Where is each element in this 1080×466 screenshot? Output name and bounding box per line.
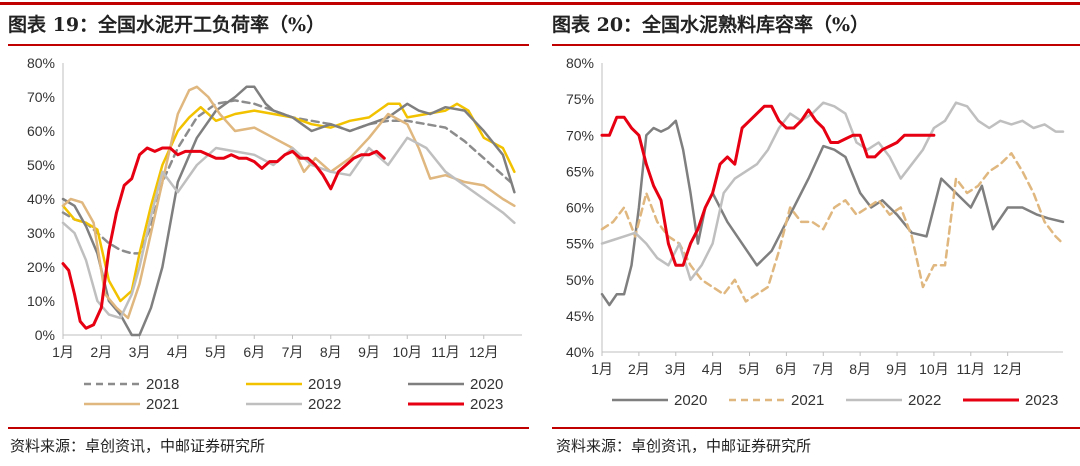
x-tick-label: 9月	[886, 361, 908, 377]
x-tick-label: 2月	[90, 344, 112, 360]
legend-label-2019: 2019	[308, 376, 341, 393]
x-tick-label: 9月	[358, 344, 380, 360]
y-tick-label: 50%	[566, 272, 594, 288]
left-line-chart: 0% 10% 20% 30% 40% 50% 60% 70% 80% 1月 2月 3月 4月 5月 6月 7月…	[27, 55, 522, 413]
series-line-2023	[61, 146, 386, 330]
x-tick-label: 1月	[52, 344, 74, 360]
legend-label-2023: 2023	[470, 396, 503, 413]
x-tick-label: 1月	[591, 361, 613, 377]
right-title-rule	[552, 44, 1080, 46]
y-tick-label: 40%	[27, 191, 55, 207]
legend-label-2022: 2022	[308, 396, 341, 413]
x-tick-label: 10月	[919, 361, 949, 377]
legend-label-2023: 2023	[1025, 392, 1058, 409]
left-bottom-rule	[8, 427, 529, 429]
series-line-2023	[600, 104, 936, 267]
y-tick-label: 70%	[566, 127, 594, 143]
x-tick-label: 2月	[628, 361, 650, 377]
right-line-chart: 40% 45% 50% 55% 60% 65% 70% 75% 80% 1月 2月 3月 4月 5月 6月 7…	[566, 55, 1065, 409]
x-tick-label: 11月	[957, 361, 986, 377]
legend-label-2022: 2022	[908, 392, 941, 409]
y-tick-label: 10%	[27, 293, 55, 309]
x-tick-label: 7月	[282, 344, 304, 360]
legend-label-2021: 2021	[791, 392, 824, 409]
series-line-2018	[61, 99, 516, 255]
x-tick-label: 5月	[205, 344, 227, 360]
y-tick-label: 60%	[566, 200, 594, 216]
x-tick-label: 4月	[167, 344, 189, 360]
left-title-rule	[8, 44, 529, 46]
x-tick-label: 3月	[665, 361, 687, 377]
x-tick-label: 7月	[812, 361, 834, 377]
y-tick-label: 50%	[27, 157, 55, 173]
x-tick-label: 6月	[243, 344, 265, 360]
x-tick-label: 11月	[431, 344, 460, 360]
series-line-2020	[61, 85, 516, 337]
y-tick-label: 20%	[27, 259, 55, 275]
series-line-2021	[61, 85, 516, 320]
x-tick-label: 12月	[993, 361, 1023, 377]
y-tick-label: 0%	[35, 327, 55, 343]
x-tick-label: 8月	[849, 361, 871, 377]
right-bottom-rule	[552, 427, 1080, 429]
x-tick-label: 10月	[392, 344, 422, 360]
series-line-2022	[61, 136, 516, 320]
y-tick-label: 80%	[566, 55, 594, 71]
y-tick-label: 45%	[566, 308, 594, 324]
y-tick-label: 65%	[566, 163, 594, 179]
series-line-2019	[61, 102, 516, 303]
y-tick-label: 80%	[27, 55, 55, 71]
legend-label-2021: 2021	[146, 396, 179, 413]
x-tick-label: 5月	[739, 361, 761, 377]
legend-label-2020: 2020	[470, 376, 503, 393]
y-tick-label: 40%	[566, 344, 594, 360]
y-tick-label: 30%	[27, 225, 55, 241]
left-chart-title: 图表 19：全国水泥开工负荷率（%）	[8, 14, 326, 36]
x-tick-label: 12月	[469, 344, 499, 360]
x-tick-label: 4月	[702, 361, 724, 377]
right-chart-title: 图表 20：全国水泥熟料库容率（%）	[552, 14, 870, 36]
y-tick-label: 60%	[27, 123, 55, 139]
legend-label-2020: 2020	[674, 392, 707, 409]
y-tick-label: 70%	[27, 89, 55, 105]
x-tick-label: 3月	[129, 344, 151, 360]
x-tick-label: 8月	[320, 344, 342, 360]
y-tick-label: 55%	[566, 236, 594, 252]
left-source-note: 资料来源：卓创资讯，中邮证券研究所	[10, 437, 266, 455]
right-source-note: 资料来源：卓创资讯，中邮证券研究所	[556, 437, 812, 455]
series-line-2022	[600, 101, 1065, 282]
y-tick-label: 75%	[566, 91, 594, 107]
top-accent-line	[0, 2, 1080, 5]
x-tick-label: 6月	[776, 361, 798, 377]
legend-label-2018: 2018	[146, 376, 179, 393]
